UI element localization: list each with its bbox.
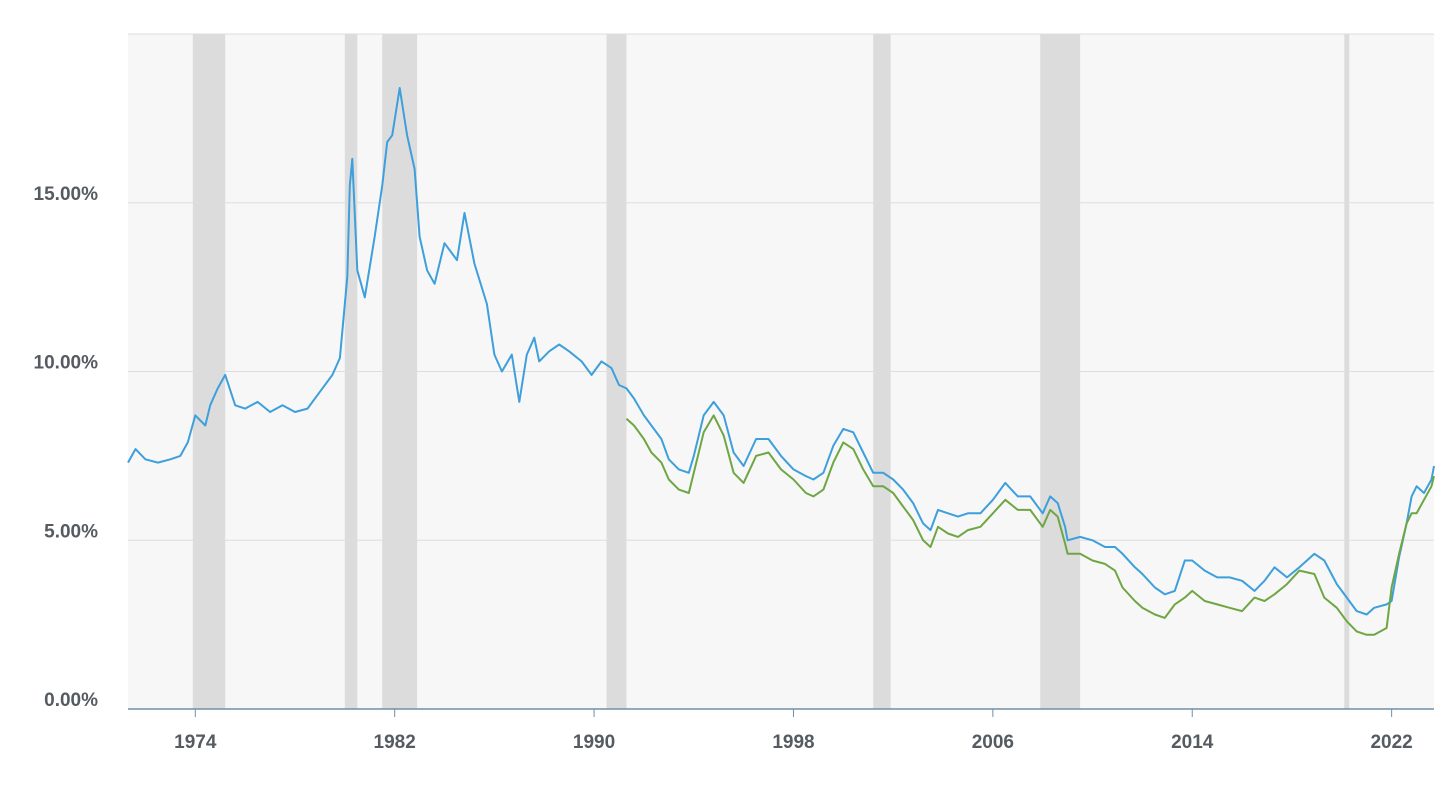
series-layer bbox=[127, 87, 1435, 636]
grid-lines bbox=[128, 33, 1434, 541]
series-line-1 bbox=[127, 87, 1435, 616]
y-tick-label: 10.00% bbox=[34, 353, 99, 374]
x-axis-ticks: 1974 1982 1990 1998 2006 2014 2022 bbox=[174, 709, 1413, 753]
x-tick-label: 1990 bbox=[573, 732, 615, 753]
y-tick-label: 15.00% bbox=[34, 184, 99, 205]
x-tick-label: 2022 bbox=[1370, 732, 1412, 753]
y-tick-label: 0.00% bbox=[44, 690, 98, 711]
x-tick-label: 1982 bbox=[374, 732, 416, 753]
x-tick-label: 2014 bbox=[1171, 732, 1214, 753]
x-tick-label: 1998 bbox=[772, 732, 814, 753]
y-tick-label: 5.00% bbox=[44, 521, 98, 542]
x-tick-label: 2006 bbox=[972, 732, 1014, 753]
y-axis-ticks: 0.00% 5.00% 10.00% 15.00% bbox=[34, 184, 99, 711]
x-tick-label: 1974 bbox=[174, 732, 217, 753]
series-line-2 bbox=[625, 414, 1435, 636]
